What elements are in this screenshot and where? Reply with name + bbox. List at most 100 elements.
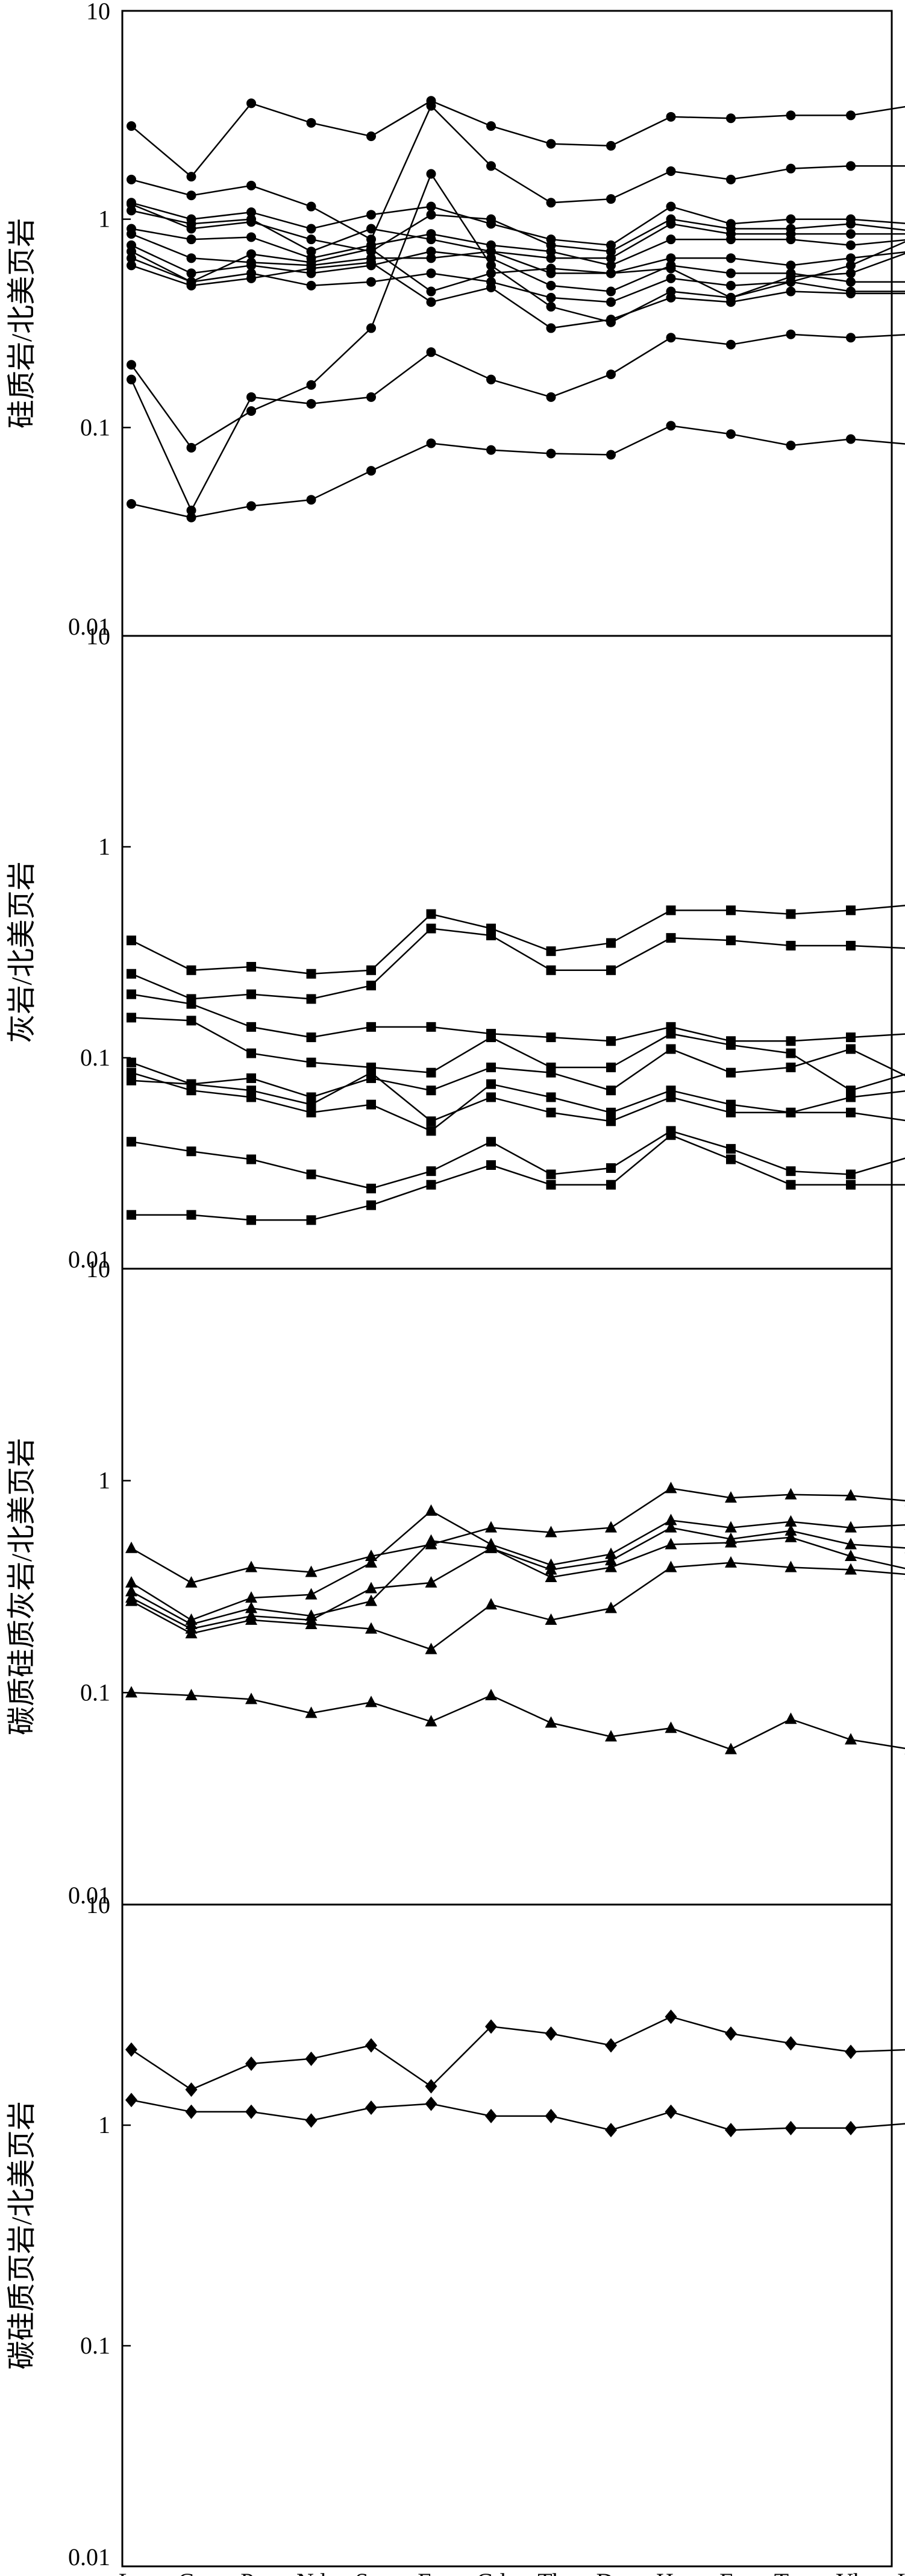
data-point bbox=[726, 339, 736, 350]
data-point bbox=[486, 214, 496, 224]
data-point bbox=[125, 1585, 137, 1597]
data-point bbox=[546, 1067, 556, 1078]
data-point bbox=[666, 219, 676, 229]
data-point bbox=[486, 121, 496, 131]
data-point bbox=[726, 113, 736, 124]
data-point bbox=[365, 2100, 377, 2116]
data-point bbox=[366, 131, 376, 142]
data-point bbox=[486, 374, 496, 385]
series-line bbox=[131, 1130, 905, 1190]
data-point bbox=[366, 965, 376, 975]
data-point bbox=[846, 1180, 856, 1190]
data-point bbox=[186, 1079, 196, 1089]
data-point bbox=[246, 501, 256, 511]
series-9 bbox=[127, 1130, 905, 1225]
data-point bbox=[486, 445, 496, 455]
data-point bbox=[486, 247, 496, 257]
data-point bbox=[846, 940, 856, 950]
data-point bbox=[127, 253, 136, 263]
series-4 bbox=[125, 1530, 905, 1634]
data-point bbox=[426, 1180, 436, 1190]
data-point bbox=[786, 286, 796, 297]
x-tick-label: Nd bbox=[296, 2568, 326, 2576]
data-point bbox=[425, 2079, 437, 2094]
series-6 bbox=[127, 1067, 905, 1136]
series-8 bbox=[127, 1126, 905, 1193]
data-point bbox=[425, 1575, 437, 1588]
data-point bbox=[186, 442, 196, 453]
data-point bbox=[545, 2108, 557, 2123]
y-tick-label: 0.1 bbox=[80, 2332, 110, 2359]
data-point bbox=[186, 1210, 196, 1220]
data-point bbox=[665, 1538, 677, 1550]
data-point bbox=[725, 1536, 737, 1548]
data-point bbox=[486, 1079, 496, 1089]
series-line bbox=[131, 1072, 905, 1122]
plot-frame bbox=[121, 1903, 893, 2568]
data-point bbox=[845, 1521, 857, 1533]
data-point bbox=[246, 207, 256, 218]
data-point bbox=[725, 1491, 737, 1503]
series-line bbox=[131, 248, 905, 299]
data-point bbox=[666, 1029, 676, 1039]
plot-frame bbox=[121, 1268, 893, 1906]
data-point bbox=[786, 234, 796, 245]
data-point bbox=[486, 1160, 496, 1170]
data-point bbox=[726, 174, 736, 184]
data-point bbox=[665, 1481, 677, 1494]
y-tick-label: 10 bbox=[86, 0, 110, 25]
x-tick-label: Tm bbox=[774, 2568, 808, 2576]
data-point bbox=[426, 909, 436, 919]
data-point bbox=[426, 1126, 436, 1136]
data-point bbox=[246, 1022, 256, 1032]
data-point bbox=[605, 1521, 617, 1533]
data-point bbox=[726, 280, 736, 291]
data-point bbox=[246, 1048, 256, 1058]
data-point bbox=[426, 1022, 436, 1032]
series-line bbox=[130, 172, 905, 449]
data-point bbox=[786, 441, 796, 451]
data-point bbox=[366, 257, 376, 268]
data-point bbox=[665, 2104, 677, 2119]
x-tick-label: Gd bbox=[477, 2568, 506, 2576]
data-point bbox=[426, 101, 436, 111]
data-point bbox=[846, 260, 856, 271]
data-point bbox=[246, 232, 256, 242]
x-tick-label: Dy bbox=[597, 2568, 626, 2576]
data-point bbox=[786, 277, 796, 287]
data-point bbox=[606, 1107, 616, 1117]
series-13 bbox=[127, 329, 905, 515]
data-point bbox=[127, 935, 136, 946]
series-14 bbox=[127, 421, 905, 523]
data-point bbox=[666, 1092, 676, 1102]
data-point bbox=[127, 360, 136, 370]
data-point bbox=[845, 1489, 857, 1501]
series-4 bbox=[127, 1013, 905, 1096]
data-point bbox=[545, 2026, 557, 2041]
data-point bbox=[486, 161, 496, 171]
data-point bbox=[546, 946, 556, 957]
data-point bbox=[606, 1063, 616, 1073]
data-point bbox=[545, 1716, 557, 1728]
series-line bbox=[131, 993, 905, 1042]
y-tick-label: 1 bbox=[98, 2111, 110, 2138]
data-point bbox=[246, 406, 256, 416]
data-point bbox=[306, 380, 316, 390]
data-point bbox=[127, 1075, 136, 1085]
y-tick-label: 0.1 bbox=[80, 413, 110, 441]
y-axis-label: 碳质硅质灰岩/北美页岩 bbox=[6, 1438, 38, 1735]
data-point bbox=[546, 253, 556, 263]
data-point bbox=[365, 1594, 377, 1606]
data-point bbox=[366, 1183, 376, 1193]
data-point bbox=[726, 1154, 736, 1164]
plot-frame bbox=[121, 10, 893, 637]
data-point bbox=[606, 1036, 616, 1046]
data-point bbox=[125, 1541, 137, 1553]
x-tick-label: Ce bbox=[178, 2568, 204, 2576]
data-point bbox=[846, 219, 856, 229]
data-point bbox=[366, 1022, 376, 1032]
data-point bbox=[246, 1073, 256, 1083]
data-point bbox=[786, 214, 796, 224]
data-point bbox=[846, 1169, 856, 1180]
data-point bbox=[246, 1215, 256, 1225]
